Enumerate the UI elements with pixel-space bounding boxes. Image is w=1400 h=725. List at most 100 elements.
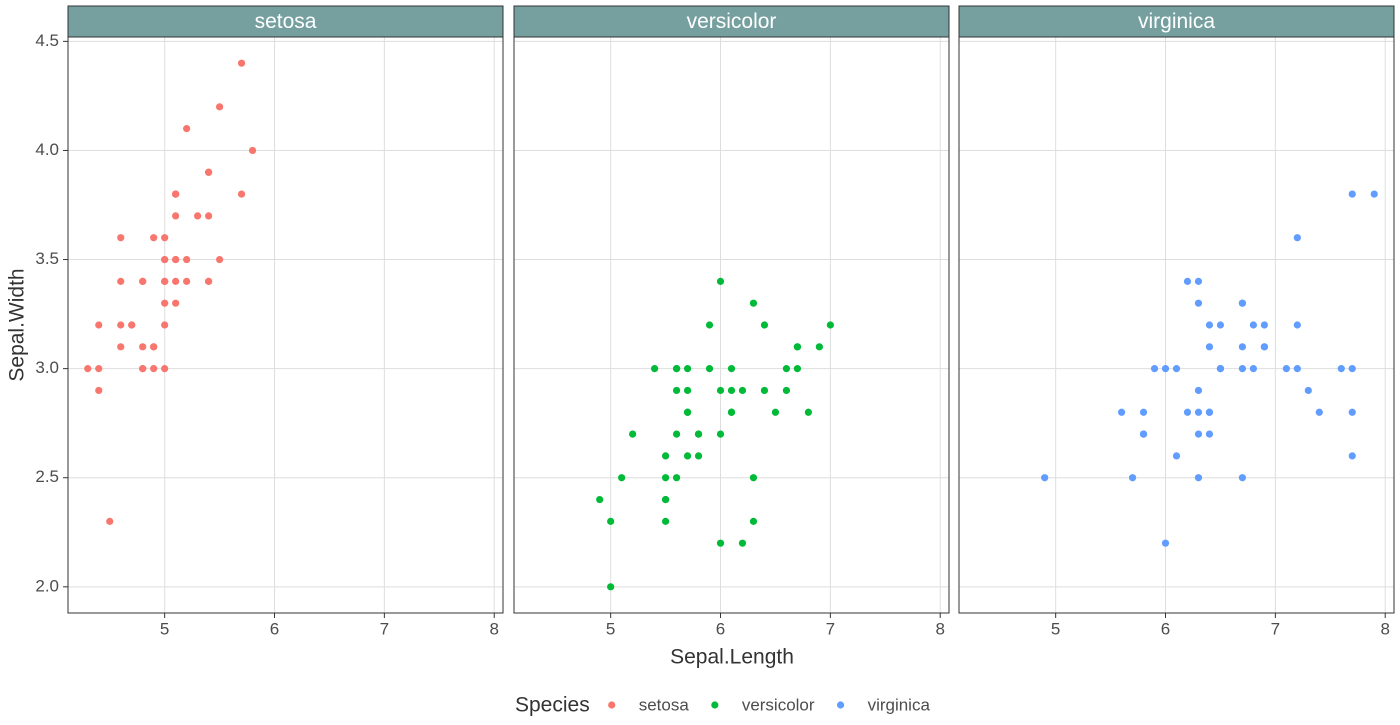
- panel-border: [958, 36, 1395, 614]
- x-tick-label: 6: [270, 619, 279, 638]
- point: [760, 321, 769, 329]
- point: [672, 365, 681, 373]
- point: [1205, 430, 1214, 438]
- point: [1293, 321, 1301, 329]
- legend-label: virginica: [868, 695, 931, 714]
- facet-strip: [958, 5, 1395, 38]
- point: [1194, 474, 1203, 482]
- point: [1194, 277, 1203, 285]
- y-tick-label: 4.5: [35, 31, 59, 50]
- point: [1293, 365, 1301, 373]
- point: [1304, 386, 1312, 395]
- point: [793, 343, 802, 351]
- point: [727, 408, 736, 416]
- point: [1249, 365, 1257, 373]
- panel-border: [513, 36, 950, 614]
- point: [1205, 408, 1214, 416]
- point: [248, 146, 257, 155]
- x-tick-label: 7: [1271, 619, 1280, 638]
- point: [215, 103, 224, 111]
- point: [237, 59, 246, 67]
- x-tick-label: 8: [935, 619, 944, 638]
- point: [1315, 408, 1323, 416]
- point: [661, 517, 670, 525]
- facet-strip: [513, 5, 950, 38]
- legend-marker: [711, 701, 719, 709]
- point: [760, 386, 769, 395]
- point: [596, 495, 604, 504]
- y-tick-label: 4.0: [35, 140, 59, 159]
- point: [1293, 234, 1301, 242]
- point: [1041, 474, 1049, 482]
- facet-label: setosa: [255, 10, 317, 33]
- point: [139, 343, 147, 351]
- point: [1139, 430, 1148, 438]
- point: [727, 365, 736, 373]
- facet-label: versicolor: [687, 10, 777, 33]
- point: [672, 430, 681, 438]
- point: [629, 430, 637, 438]
- y-tick-label: 3.0: [35, 358, 59, 377]
- point: [150, 234, 158, 242]
- point: [1282, 365, 1290, 373]
- point: [161, 277, 169, 285]
- point: [749, 517, 758, 525]
- point: [1216, 321, 1225, 329]
- point: [183, 255, 191, 264]
- y-tick-label: 2.0: [35, 576, 59, 595]
- point: [793, 365, 802, 373]
- point: [1183, 277, 1192, 285]
- point: [183, 125, 191, 133]
- point: [749, 474, 758, 482]
- x-tick-label: 6: [716, 619, 725, 638]
- point: [716, 539, 725, 547]
- point: [161, 299, 169, 307]
- legend-marker: [608, 701, 616, 709]
- legend-label: versicolor: [742, 695, 815, 714]
- point: [1194, 386, 1203, 395]
- point: [1348, 408, 1356, 416]
- point: [1370, 190, 1378, 198]
- point: [172, 190, 180, 198]
- point: [716, 277, 725, 285]
- point: [95, 321, 103, 329]
- point: [95, 386, 103, 395]
- point: [683, 452, 692, 460]
- point: [1238, 365, 1247, 373]
- point: [1128, 474, 1137, 482]
- point: [727, 386, 736, 395]
- x-tick-label: 8: [1380, 619, 1389, 638]
- point: [716, 430, 725, 438]
- point: [128, 321, 136, 329]
- point: [1216, 365, 1225, 373]
- point: [117, 277, 125, 285]
- point: [1348, 452, 1356, 460]
- x-tick-label: 7: [826, 619, 835, 638]
- point: [782, 365, 791, 373]
- point: [139, 365, 147, 373]
- point: [205, 168, 213, 176]
- point: [672, 474, 681, 482]
- point: [1238, 474, 1247, 482]
- point: [1117, 408, 1126, 416]
- point: [215, 255, 224, 264]
- x-tick-label: 5: [1051, 619, 1060, 638]
- point: [749, 299, 758, 307]
- point: [1161, 365, 1170, 373]
- point: [205, 277, 213, 285]
- point: [683, 365, 692, 373]
- point: [117, 321, 125, 329]
- point: [84, 365, 92, 373]
- x-tick-label: 6: [1161, 619, 1170, 638]
- x-tick-label: 5: [160, 619, 169, 638]
- point: [1150, 365, 1159, 373]
- point: [1348, 190, 1356, 198]
- x-tick-label: 8: [489, 619, 498, 638]
- point: [771, 408, 780, 416]
- point: [815, 343, 823, 351]
- point: [1260, 343, 1268, 351]
- point: [117, 234, 125, 242]
- y-axis-label: Sepal.Width: [6, 268, 29, 381]
- point: [161, 365, 169, 373]
- point: [607, 517, 615, 525]
